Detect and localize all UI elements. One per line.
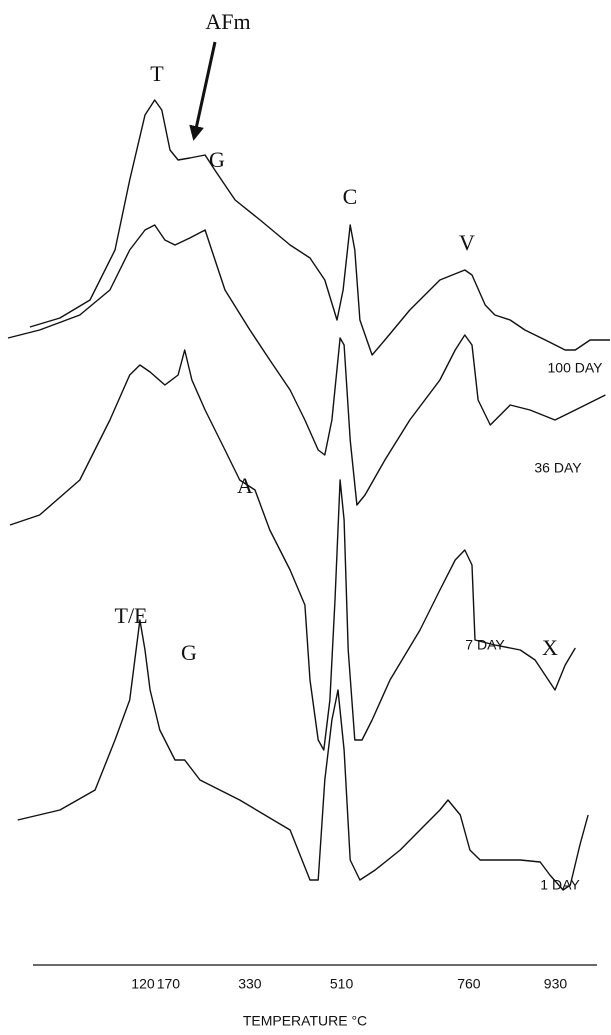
x-tick-label: 120 xyxy=(131,976,155,992)
annotation: G xyxy=(181,640,197,665)
x-tick-label: 330 xyxy=(238,976,262,992)
curve xyxy=(17,619,589,891)
annotation: T/E xyxy=(115,603,148,628)
arrow xyxy=(189,41,217,141)
annotation: V xyxy=(459,230,475,255)
annotation: T xyxy=(150,61,164,86)
x-tick-label: 930 xyxy=(544,976,568,992)
curve xyxy=(7,224,606,506)
annotation: A xyxy=(237,473,253,498)
annotation: AFm xyxy=(205,9,250,34)
annotation: C xyxy=(343,184,358,209)
curve xyxy=(9,349,576,751)
x-axis-label: TEMPERATURE °C xyxy=(243,1013,367,1029)
annotation: G xyxy=(209,147,225,172)
x-tick-label: 760 xyxy=(457,976,481,992)
annotation: X xyxy=(542,635,558,660)
series-label: 100 DAY xyxy=(548,360,604,376)
x-tick-label: 170 xyxy=(157,976,181,992)
curve xyxy=(29,99,610,356)
series-label: 36 DAY xyxy=(534,460,582,476)
series-label: 7 DAY xyxy=(465,637,505,653)
series-label: 1 DAY xyxy=(540,877,580,893)
x-tick-label: 510 xyxy=(330,976,354,992)
